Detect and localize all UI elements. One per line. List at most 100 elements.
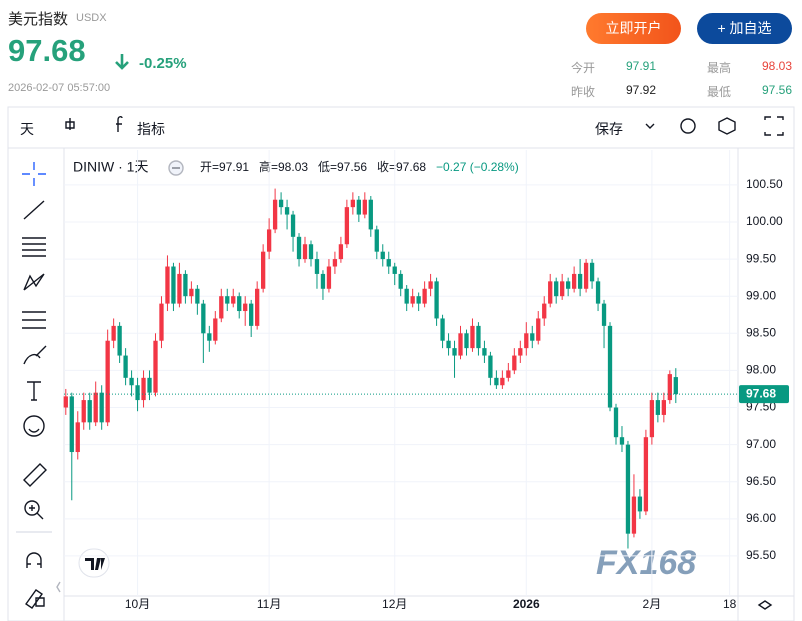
- candle-body: [284, 207, 290, 215]
- watermark: FX168: [596, 544, 696, 582]
- brush-icon[interactable]: [23, 345, 47, 365]
- candle-body: [661, 400, 666, 415]
- y-tick-label: 99.50: [746, 251, 776, 265]
- candle-body: [458, 333, 463, 356]
- candle-body: [386, 259, 391, 267]
- candle-body: [129, 377, 134, 386]
- candle-body: [476, 325, 481, 349]
- prediction-icon[interactable]: [22, 311, 46, 329]
- emoji-mouth: [28, 428, 40, 433]
- line-tool-icon[interactable]: [23, 200, 45, 220]
- title: 美元指数: [8, 11, 69, 28]
- candle-body: [667, 374, 672, 401]
- candle-body: [542, 303, 547, 319]
- candle-body: [153, 340, 158, 393]
- fx-icon[interactable]: [116, 116, 123, 132]
- interval[interactable]: 天: [20, 121, 34, 137]
- logo-mark: [85, 558, 105, 570]
- open-account-button[interactable]: 立即开户: [586, 13, 681, 44]
- y-tick-label: 98.50: [746, 325, 776, 339]
- candle-body: [99, 392, 104, 423]
- candle-body: [637, 496, 643, 512]
- candle-body: [338, 244, 344, 260]
- stat-value: 98.03: [762, 59, 793, 73]
- candle-body: [428, 281, 433, 289]
- candle-body: [452, 348, 457, 356]
- zoom-icon[interactable]: [24, 500, 40, 516]
- candle-body: [398, 273, 403, 289]
- axis-settings-icon[interactable]: [757, 600, 773, 610]
- lock-draw-icon[interactable]: [25, 589, 45, 609]
- candle-body: [141, 377, 146, 401]
- candle-body: [482, 348, 487, 356]
- alert-icon[interactable]: [680, 118, 696, 134]
- candle-body: [183, 273, 188, 297]
- zoom-plus: [29, 505, 44, 520]
- candle-body: [571, 273, 577, 289]
- candle-body: [554, 281, 559, 297]
- candle-body: [524, 333, 529, 349]
- x-tick-label: 10月: [125, 597, 150, 611]
- candle-body: [530, 333, 535, 341]
- y-tick-label: 97.50: [746, 400, 776, 414]
- legend-high: 高=98.03: [259, 159, 308, 174]
- x-tick-label: 12月: [382, 597, 407, 611]
- candle-body: [195, 288, 200, 304]
- crosshair-icon[interactable]: [22, 162, 46, 186]
- candle-body: [362, 199, 367, 215]
- candle-body: [243, 303, 248, 312]
- candle-body: [643, 437, 649, 512]
- candle-body: [231, 296, 236, 304]
- candle-body: [75, 422, 80, 453]
- pattern-icon[interactable]: [23, 273, 45, 291]
- candle-body: [649, 400, 655, 438]
- x-tick-label: 2026: [513, 597, 540, 611]
- y-tick-label: 100.50: [746, 177, 783, 191]
- stat-label: 最高: [707, 61, 732, 75]
- tool-icons: [16, 116, 784, 610]
- chevron-icon[interactable]: [645, 123, 655, 129]
- legend-change: −0.27 (−0.28%): [436, 160, 519, 174]
- candle-body: [446, 340, 451, 349]
- candle-body: [601, 303, 607, 326]
- candle-body: [165, 266, 170, 304]
- down-arrow: [115, 54, 129, 70]
- settings-icon[interactable]: [718, 117, 736, 135]
- indicators[interactable]: 指标: [137, 121, 165, 137]
- chart-frame: [7, 106, 795, 621]
- candle-body: [201, 303, 206, 334]
- magnet-icon[interactable]: [26, 552, 42, 568]
- candle-body: [583, 262, 589, 289]
- stat-value: 97.56: [762, 83, 793, 97]
- candle-body: [177, 273, 182, 304]
- candle-body: [260, 251, 266, 289]
- y-tick-label: 100.00: [746, 214, 783, 228]
- candle-body: [548, 281, 553, 304]
- candle-body: [440, 318, 445, 341]
- ruler-icon[interactable]: [23, 463, 47, 487]
- add-watch-button[interactable]: + 加自选: [697, 13, 792, 44]
- candle-body: [219, 296, 224, 319]
- candle-body: [326, 266, 332, 289]
- fib-icon[interactable]: [22, 237, 46, 257]
- candle-body: [464, 333, 469, 349]
- fullscreen-icon[interactable]: [764, 116, 784, 136]
- stat-value: 97.92: [626, 83, 657, 97]
- emoji-icon[interactable]: [23, 415, 45, 437]
- y-tick-label: 95.50: [746, 548, 776, 562]
- symbol: DINIW · 1天: [73, 159, 148, 175]
- candle-body: [171, 266, 176, 304]
- text-icon[interactable]: [27, 381, 41, 401]
- scroll-left[interactable]: [56, 581, 61, 593]
- candle-body: [296, 236, 302, 260]
- x-tick-label: 18: [723, 597, 737, 611]
- legend-close: 收=97.68: [377, 160, 426, 174]
- candle-body: [607, 325, 613, 408]
- save[interactable]: 保存: [595, 121, 623, 137]
- candle-body: [577, 273, 583, 289]
- candle-body: [308, 244, 314, 260]
- candle-body: [225, 296, 230, 304]
- candle-body: [404, 288, 409, 304]
- candle-icon[interactable]: [65, 118, 75, 130]
